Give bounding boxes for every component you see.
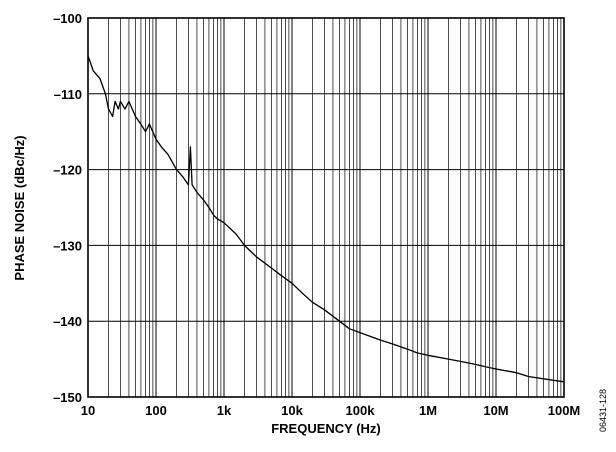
x-tick-label: 10M: [483, 403, 508, 418]
chart-grid: [87, 17, 564, 398]
figure-id: 06431-128: [598, 389, 608, 432]
phase-noise-series-line: [87, 55, 565, 383]
y-tick-label: –140: [53, 314, 82, 329]
x-tick-label: 1M: [419, 403, 437, 418]
x-tick-label: 100k: [346, 403, 376, 418]
y-axis-tick-labels: –100 –110 –120 –130 –140 –150: [53, 11, 82, 405]
y-tick-label: –130: [53, 238, 82, 253]
x-axis-tick-labels: 10 100 1k 10k 100k 1M 10M 100M: [81, 403, 581, 418]
y-tick-label: –100: [53, 11, 82, 26]
plot-area: [87, 17, 565, 398]
y-tick-label: –110: [54, 87, 82, 102]
x-tick-label: 100M: [548, 403, 581, 418]
x-tick-label: 1k: [217, 403, 232, 418]
plot-border: [87, 17, 565, 398]
x-tick-label: 10k: [281, 403, 303, 418]
x-tick-label: 100: [145, 403, 167, 418]
y-axis-label: PHASE NOISE (dBc/Hz): [12, 135, 27, 280]
x-axis-label: FREQUENCY (Hz): [271, 421, 381, 436]
x-tick-label: 10: [81, 403, 95, 418]
y-tick-label: –120: [53, 163, 82, 178]
y-tick-label: –150: [53, 390, 82, 405]
